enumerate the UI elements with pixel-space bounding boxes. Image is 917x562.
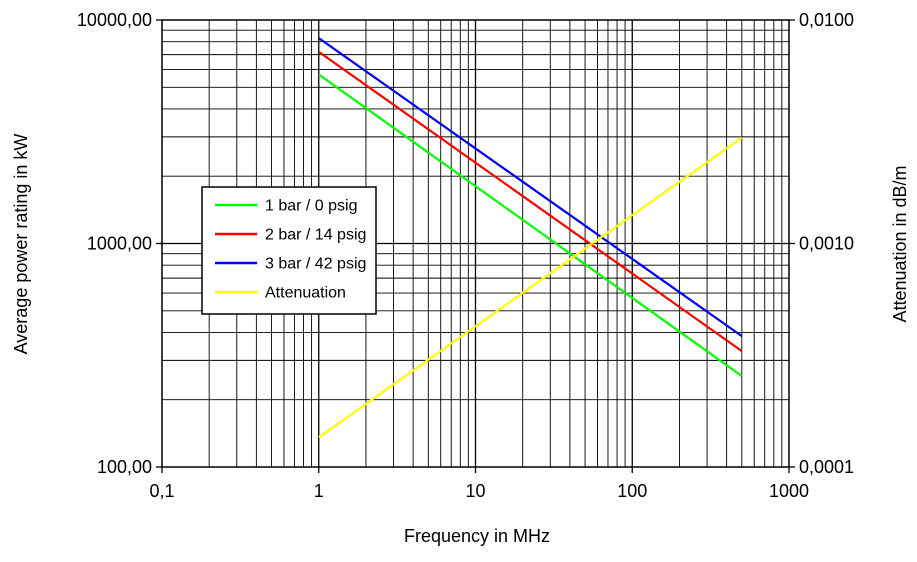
y2-tick-label: 0,0010 (799, 234, 854, 254)
x-tick-label: 100 (617, 481, 647, 501)
x-tick-labels: 0,1 1 10 100 1000 (149, 481, 809, 501)
y2-tick-label: 0,0100 (799, 10, 854, 30)
y-tick-labels: 100,00 1000,00 10000,00 (77, 10, 152, 477)
x-tick-label: 1 (314, 481, 324, 501)
legend-label-attenuation: Attenuation (265, 285, 346, 302)
y2-tick-label: 0,0001 (799, 457, 854, 477)
y2-axis-title: Attenuation in dB/m (890, 165, 910, 322)
y-tick-label: 10000,00 (77, 10, 152, 30)
legend-label-1-bar-0-psig: 1 bar / 0 psig (265, 198, 358, 215)
legend-label-2-bar-14-psig: 2 bar / 14 psig (265, 227, 366, 244)
legend-label-3-bar-42-psig: 3 bar / 42 psig (265, 256, 366, 273)
y-axis-title: Average power rating in kW (11, 134, 31, 355)
axis-ticks (156, 19, 795, 473)
y-tick-label: 1000,00 (87, 234, 152, 254)
y-tick-label: 100,00 (97, 457, 152, 477)
series-line-2-bar-14-psig (318, 51, 743, 352)
x-tick-label: 0,1 (149, 481, 174, 501)
x-axis-title: Frequency in MHz (404, 526, 550, 546)
legend: 1 bar / 0 psig 2 bar / 14 psig 3 bar / 42 … (201, 186, 377, 315)
series-line-attenuation (318, 136, 743, 439)
x-tick-label: 1000 (769, 481, 809, 501)
x-tick-label: 10 (465, 481, 485, 501)
y2-tick-labels: 0,0001 0,0010 0,0100 (799, 10, 854, 477)
series-line-3-bar-42-psig (318, 37, 743, 337)
series-line-1-bar-0-psig (318, 73, 743, 377)
series-lines (318, 37, 743, 439)
